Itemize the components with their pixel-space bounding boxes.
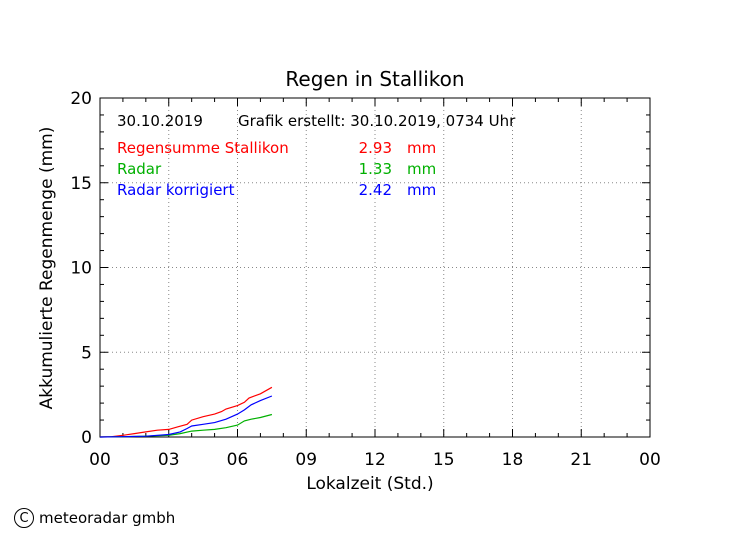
series-line bbox=[99, 386, 273, 438]
copyright-icon: C bbox=[14, 508, 34, 528]
y-axis-label: Akkumulierte Regenmenge (mm) bbox=[37, 127, 57, 410]
x-tick-label: 03 bbox=[158, 450, 180, 470]
legend-entry: Regensumme Stallikon bbox=[117, 139, 289, 157]
legend-entry: Radar bbox=[117, 160, 162, 178]
copyright-notice: C meteoradar gmbh bbox=[14, 508, 175, 528]
y-tick-label: 5 bbox=[81, 343, 92, 363]
x-axis-label: Lokalzeit (Std.) bbox=[306, 474, 433, 494]
x-tick-label: 21 bbox=[570, 450, 592, 470]
x-tick-label: 12 bbox=[364, 450, 386, 470]
chart-date: 30.10.2019 bbox=[117, 112, 203, 130]
legend-total: 2.42 bbox=[359, 181, 392, 199]
plot-frame bbox=[99, 97, 651, 438]
chart-created: Grafik erstellt: 30.10.2019, 0734 Uhr bbox=[238, 112, 516, 130]
x-tick-label: 06 bbox=[227, 450, 249, 470]
x-tick-label: 15 bbox=[433, 450, 455, 470]
x-tick-label: 00 bbox=[639, 450, 661, 470]
y-tick-label: 15 bbox=[70, 174, 92, 194]
y-tick-label: 20 bbox=[70, 89, 92, 109]
legend-total: 1.33 bbox=[359, 160, 392, 178]
series-line bbox=[99, 395, 273, 438]
y-tick-label: 10 bbox=[70, 259, 92, 279]
legend-unit: mm bbox=[407, 139, 436, 157]
x-tick-label: 09 bbox=[295, 450, 317, 470]
chart-title: Regen in Stallikon bbox=[285, 67, 464, 91]
x-tick-label: 18 bbox=[502, 450, 524, 470]
legend-entry: Radar korrigiert bbox=[117, 181, 235, 199]
x-tick-label: 00 bbox=[89, 450, 111, 470]
y-tick-label: 0 bbox=[81, 428, 92, 448]
legend-unit: mm bbox=[407, 181, 436, 199]
company-name: meteoradar gmbh bbox=[39, 509, 176, 527]
legend-unit: mm bbox=[407, 160, 436, 178]
legend-total: 2.93 bbox=[359, 139, 392, 157]
series-line bbox=[99, 413, 273, 438]
